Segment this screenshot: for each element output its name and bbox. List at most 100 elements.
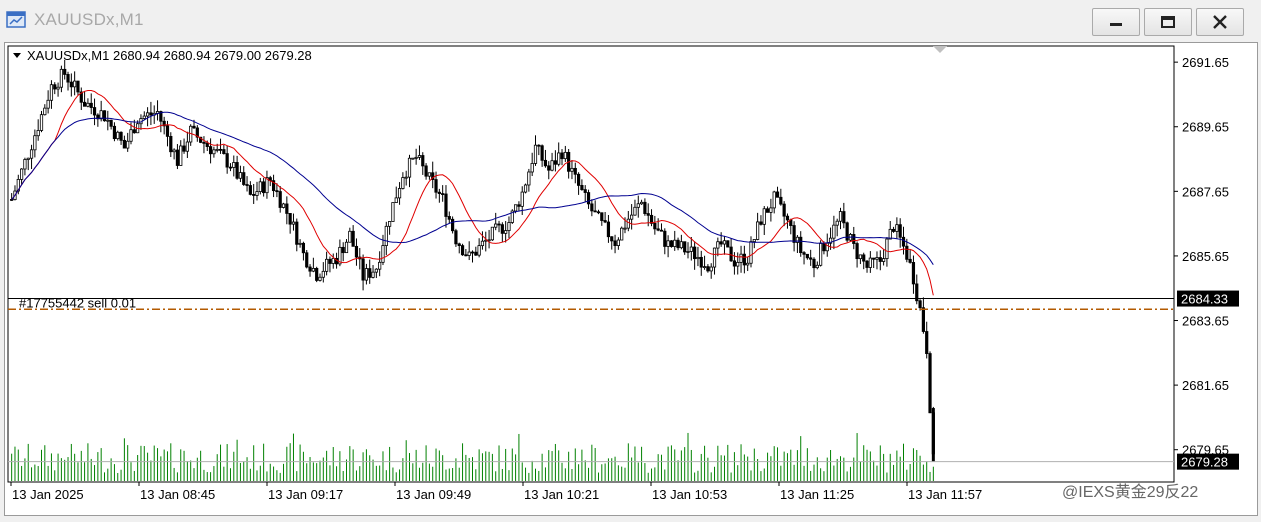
candle-body bbox=[417, 155, 422, 158]
candle-body bbox=[441, 193, 445, 195]
price-tick-label: 2681.65 bbox=[1182, 378, 1229, 393]
candle-body bbox=[630, 214, 634, 220]
candle-body bbox=[16, 178, 20, 192]
candle-body bbox=[199, 136, 203, 143]
candle-body bbox=[232, 162, 236, 168]
candle-body bbox=[29, 149, 34, 159]
candle-body bbox=[742, 253, 746, 266]
candle-body bbox=[248, 185, 252, 195]
candle-body bbox=[882, 258, 886, 262]
candle-body bbox=[374, 268, 378, 273]
candle-body bbox=[583, 189, 587, 193]
candle-body bbox=[487, 239, 491, 242]
candle-body bbox=[59, 68, 63, 88]
candle-body bbox=[467, 251, 471, 256]
candle-body bbox=[852, 234, 856, 244]
maximize-button[interactable] bbox=[1144, 8, 1192, 36]
candle-body bbox=[36, 130, 40, 137]
candle-body bbox=[663, 230, 667, 247]
candle-body bbox=[523, 184, 528, 193]
time-tick-label: 13 Jan 2025 bbox=[12, 487, 84, 502]
time-tick-label: 13 Jan 09:49 bbox=[396, 487, 471, 502]
candle-body bbox=[633, 206, 637, 216]
candle-body bbox=[162, 120, 166, 127]
candle-body bbox=[437, 191, 441, 194]
minimize-button[interactable] bbox=[1092, 8, 1140, 36]
candle-body bbox=[414, 156, 418, 159]
candle-body bbox=[361, 258, 365, 281]
candle-body bbox=[762, 208, 766, 225]
candle-body bbox=[712, 247, 717, 268]
candle-body bbox=[769, 207, 773, 213]
candle-body bbox=[504, 230, 508, 234]
candle-body bbox=[563, 151, 567, 160]
current-price-tag-text: 2679.28 bbox=[1181, 455, 1228, 470]
candle-body bbox=[460, 245, 465, 256]
candle-body bbox=[321, 270, 325, 278]
candle-body bbox=[901, 236, 906, 247]
slow-moving-average bbox=[11, 111, 934, 265]
candle-body bbox=[76, 80, 80, 93]
candle-body bbox=[610, 236, 614, 242]
chart-window[interactable]: XAUUSDx,M1 2680.94 2680.94 2679.00 2679.… bbox=[4, 42, 1258, 516]
candle-body bbox=[66, 74, 70, 83]
candle-body bbox=[775, 191, 780, 198]
candle-body bbox=[470, 251, 475, 254]
candle-body bbox=[593, 210, 597, 213]
candle-body bbox=[288, 213, 292, 225]
candle-body bbox=[308, 266, 312, 272]
price-axis: 2691.65 2689.65 2687.65 2685.65 2683.65 2681.… bbox=[1174, 55, 1229, 458]
candle-body bbox=[427, 172, 431, 177]
candle-body bbox=[799, 236, 803, 254]
candle-body bbox=[424, 165, 428, 177]
candle-body bbox=[368, 268, 372, 278]
candle-body bbox=[749, 241, 753, 264]
candle-body bbox=[497, 223, 501, 226]
candle-body bbox=[845, 222, 849, 241]
candle-body bbox=[606, 221, 611, 238]
candle-body bbox=[454, 230, 458, 245]
hline-price-tag-text: 2684.33 bbox=[1181, 292, 1228, 307]
candle-body bbox=[208, 146, 213, 155]
candle-body bbox=[557, 152, 561, 165]
order-line-label: #17755442 sell 0.01 bbox=[19, 296, 136, 311]
close-button[interactable] bbox=[1196, 8, 1244, 36]
candle-body bbox=[63, 68, 67, 75]
candle-body bbox=[344, 241, 349, 254]
candle-body bbox=[106, 119, 110, 122]
candle-body bbox=[49, 84, 54, 101]
candle-body bbox=[305, 252, 309, 268]
candle-body bbox=[500, 224, 504, 234]
candle-body bbox=[659, 229, 664, 232]
time-tick-label: 13 Jan 11:57 bbox=[908, 487, 982, 502]
time-tick-label: 13 Jan 11:25 bbox=[780, 487, 854, 502]
candle-body bbox=[275, 190, 279, 193]
candle-body bbox=[639, 201, 644, 205]
candle-body bbox=[79, 91, 83, 103]
candle-body bbox=[112, 125, 117, 140]
candle-body bbox=[838, 211, 843, 222]
candle-body bbox=[765, 208, 770, 213]
candle-body bbox=[102, 110, 107, 122]
candle-body bbox=[33, 135, 37, 151]
price-chart[interactable]: XAUUSDx,M1 2680.94 2680.94 2679.00 2679.… bbox=[5, 43, 1258, 516]
chart-shift-marker[interactable] bbox=[933, 46, 947, 53]
restore-icon bbox=[1161, 16, 1175, 28]
candle-body bbox=[271, 180, 276, 192]
candle-body bbox=[931, 408, 935, 462]
candle-body bbox=[842, 211, 846, 224]
candle-body bbox=[202, 141, 206, 144]
candle-body bbox=[891, 228, 896, 232]
candle-body bbox=[905, 245, 909, 260]
candle-body bbox=[792, 225, 796, 243]
candle-body bbox=[759, 221, 763, 225]
candle-body bbox=[56, 86, 60, 90]
candle-body bbox=[212, 149, 216, 155]
time-axis: 13 Jan 2025 13 Jan 08:45 13 Jan 09:17 13 Ja… bbox=[10, 482, 982, 502]
candle-body bbox=[537, 144, 541, 147]
candle-body bbox=[179, 145, 183, 166]
candle-body bbox=[394, 197, 398, 203]
candle-body bbox=[702, 266, 707, 269]
candle-body bbox=[291, 221, 296, 225]
dropdown-triangle-icon[interactable] bbox=[13, 53, 21, 58]
